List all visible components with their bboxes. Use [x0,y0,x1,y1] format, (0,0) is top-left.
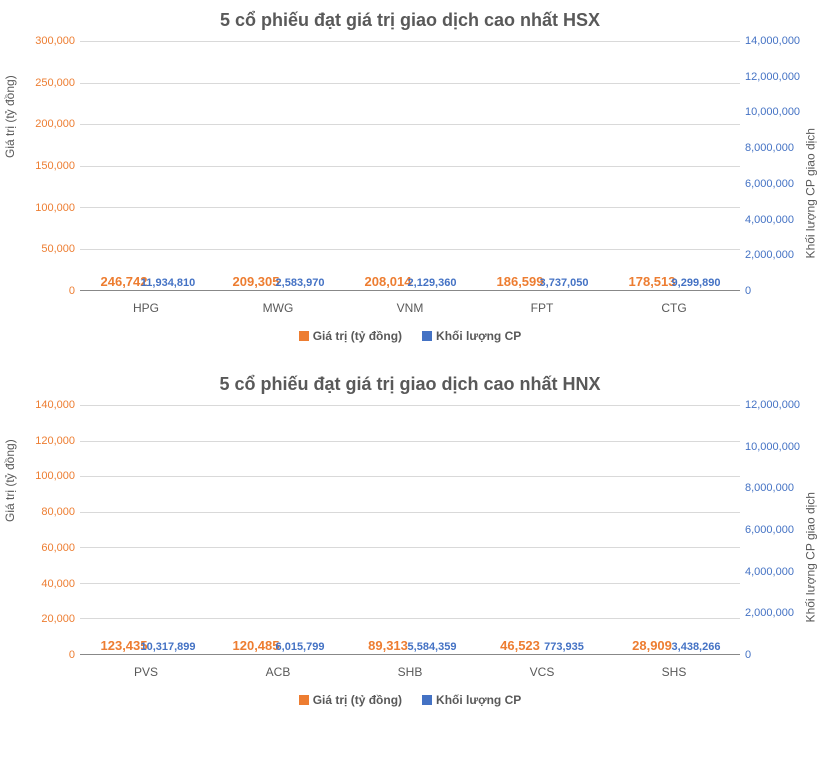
bar-label-blue: 10,317,899 [140,641,195,653]
bar-label-blue: 2,583,970 [276,277,325,289]
bars-row: 123,43510,317,899120,4856,015,79989,3135… [80,406,740,655]
legend-swatch [299,331,309,341]
x-tick-label: SHS [608,660,740,685]
legend-swatch [299,695,309,705]
legend-label: Giá trị (tỷ đồng) [313,693,402,707]
y-left-tick: 140,000 [10,399,75,411]
y-left-tick: 0 [10,285,75,297]
y-left-label: Giá trị (tỷ đồng) [3,75,17,158]
bar-label-blue: 6,015,799 [276,641,325,653]
y-right-tick: 8,000,000 [745,142,810,154]
bar-label-blue: 5,584,359 [408,641,457,653]
x-tick-label: VNM [344,296,476,321]
x-tick-label: CTG [608,296,740,321]
bar-label-orange: 120,485 [233,638,280,653]
y-right-label: Khối lượng CP giao dịch [803,128,817,258]
legend-label: Khối lượng CP [436,693,521,707]
y-left-tick: 250,000 [10,77,75,89]
x-tick-label: VCS [476,660,608,685]
legend-swatch [422,695,432,705]
y-right-tick: 14,000,000 [745,35,810,47]
bar-label-blue: 3,438,266 [672,641,721,653]
plot-grid: 123,43510,317,899120,4856,015,79989,3135… [80,405,740,655]
bar-label-orange: 208,014 [365,274,412,289]
y-right-tick: 4,000,000 [745,566,810,578]
x-tick-label: HPG [80,296,212,321]
legend-label: Giá trị (tỷ đồng) [313,329,402,343]
bar-label-orange: 46,523 [500,638,540,653]
x-axis: HPGMWGVNMFPTCTG [80,296,740,321]
legend-item: Khối lượng CP [422,329,521,343]
legend-swatch [422,331,432,341]
y-left-tick: 60,000 [10,542,75,554]
chart-hnx: 5 cổ phiếu đạt giá trị giao dịch cao nhấ… [10,374,810,708]
y-left-label: Giá trị (tỷ đồng) [3,439,17,522]
plot-area: 020,00040,00060,00080,000100,000120,0001… [80,405,740,685]
y-left-tick: 200,000 [10,118,75,130]
legend-item: Giá trị (tỷ đồng) [299,693,402,707]
y-right-tick: 4,000,000 [745,214,810,226]
bar-label-orange: 178,513 [629,274,676,289]
x-axis: PVSACBSHBVCSSHS [80,660,740,685]
y-left-tick: 80,000 [10,506,75,518]
legend-item: Khối lượng CP [422,693,521,707]
y-right-tick: 0 [745,649,810,661]
x-tick-label: PVS [80,660,212,685]
y-axis-right: 02,000,0004,000,0006,000,0008,000,00010,… [745,41,810,291]
y-left-tick: 40,000 [10,578,75,590]
y-left-tick: 100,000 [10,470,75,482]
y-right-tick: 12,000,000 [745,71,810,83]
y-left-tick: 0 [10,649,75,661]
x-tick-label: MWG [212,296,344,321]
plot-area: 050,000100,000150,000200,000250,000300,0… [80,41,740,321]
bar-label-orange: 89,313 [368,638,408,653]
y-axis-left: 020,00040,00060,00080,000100,000120,0001… [10,405,75,655]
chart-hsx: 5 cổ phiếu đạt giá trị giao dịch cao nhấ… [10,10,810,344]
bar-label-blue: 11,934,810 [141,277,195,289]
x-tick-label: ACB [212,660,344,685]
y-axis-left: 050,000100,000150,000200,000250,000300,0… [10,41,75,291]
bar-label-orange: 28,909 [632,638,672,653]
y-right-tick: 10,000,000 [745,441,810,453]
y-right-tick: 0 [745,285,810,297]
y-right-tick: 8,000,000 [745,482,810,494]
y-right-tick: 12,000,000 [745,399,810,411]
bar-label-blue: 2,129,360 [408,277,457,289]
bar-label-blue: 773,935 [544,641,584,653]
y-left-tick: 300,000 [10,35,75,47]
bar-label-orange: 209,305 [233,274,280,289]
legend: Giá trị (tỷ đồng) Khối lượng CP [10,329,810,344]
bar-label-orange: 186,599 [497,274,544,289]
y-left-tick: 120,000 [10,435,75,447]
legend: Giá trị (tỷ đồng) Khối lượng CP [10,693,810,708]
y-left-tick: 20,000 [10,613,75,625]
bars-row: 246,74211,934,810209,3052,583,970208,014… [80,42,740,291]
y-left-tick: 100,000 [10,202,75,214]
legend-item: Giá trị (tỷ đồng) [299,329,402,343]
y-left-tick: 50,000 [10,243,75,255]
x-tick-label: SHB [344,660,476,685]
y-right-tick: 6,000,000 [745,178,810,190]
y-right-tick: 6,000,000 [745,524,810,536]
y-left-tick: 150,000 [10,160,75,172]
chart-title: 5 cổ phiếu đạt giá trị giao dịch cao nhấ… [10,10,810,31]
y-right-label: Khối lượng CP giao dịch [803,492,817,622]
bar-label-blue: 9,299,890 [672,277,721,289]
legend-label: Khối lượng CP [436,329,521,343]
bar-label-blue: 3,737,050 [540,277,589,289]
y-right-tick: 2,000,000 [745,249,810,261]
plot-grid: 246,74211,934,810209,3052,583,970208,014… [80,41,740,291]
y-axis-right: 02,000,0004,000,0006,000,0008,000,00010,… [745,405,810,655]
chart-title: 5 cổ phiếu đạt giá trị giao dịch cao nhấ… [10,374,810,395]
y-right-tick: 10,000,000 [745,106,810,118]
x-tick-label: FPT [476,296,608,321]
y-right-tick: 2,000,000 [745,607,810,619]
